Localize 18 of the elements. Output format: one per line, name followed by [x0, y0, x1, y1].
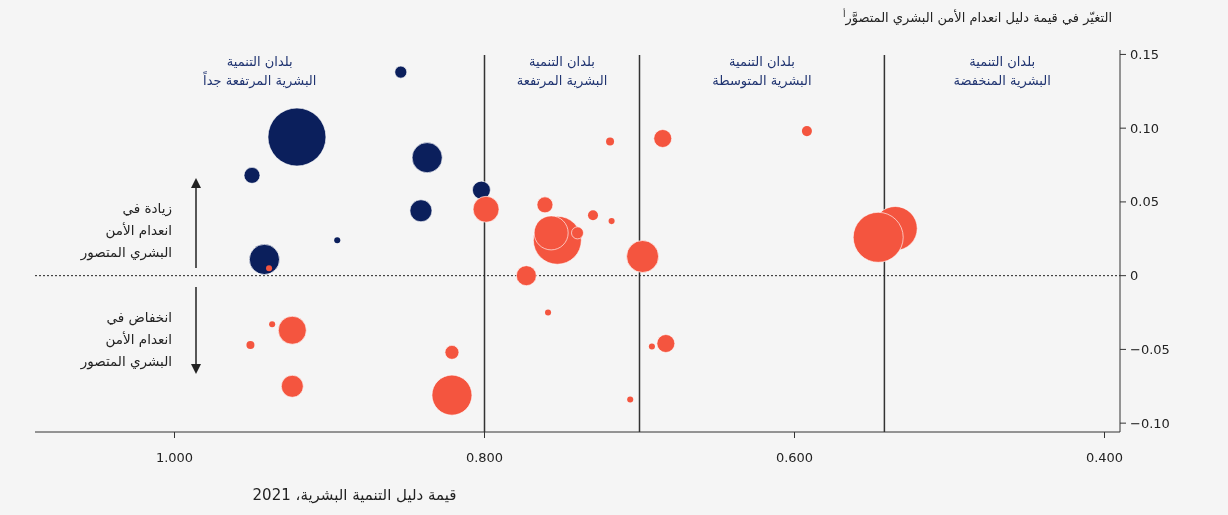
annotation: بلدان التنمية البشرية المرتفعة — [516, 54, 608, 89]
y-tick-label: −0.10 — [1130, 415, 1170, 431]
y-axis-title: التغيّر في قيمة دليل انعدام الأمن البشري المتصوَّر$^{أ}$ — [842, 8, 1112, 26]
annotation: بلدان التنمية البشرية المرتفعة جداً — [202, 54, 317, 89]
y-tick-label: 0.10 — [1130, 120, 1159, 136]
annotation: بلدان التنمية البشرية المنخفضة — [953, 54, 1051, 89]
y-tick-label: −0.05 — [1130, 341, 1170, 357]
annotation: انخفاض في انعدام الأمن البشري المتصور — [79, 309, 172, 370]
y-tick-label: 0.05 — [1130, 194, 1159, 210]
y-tick-label: 0 — [1130, 268, 1139, 284]
x-tick-label: 1.000 — [155, 450, 194, 465]
annotation: زيادة في انعدام الأمن البشري المتصور — [79, 200, 172, 261]
annotation: بلدان التنمية البشرية المتوسطة — [712, 54, 812, 89]
x-tick-label: 0.600 — [775, 450, 814, 465]
y-tick-label: 0.15 — [1130, 46, 1159, 62]
x-tick-label: 0.800 — [465, 450, 504, 465]
x-tick-label: 0.400 — [1085, 450, 1124, 465]
x-axis-title: قيمة دليل التنمية البشرية، 2021 — [252, 486, 457, 504]
